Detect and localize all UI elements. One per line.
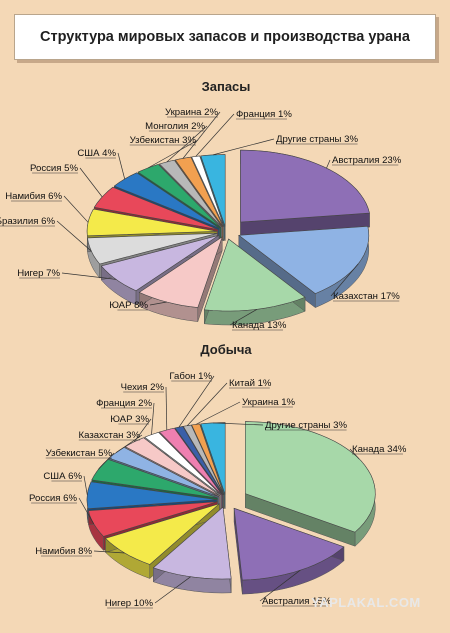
leader-намибия-8 bbox=[93, 550, 125, 554]
label-канада-34: Канада 34% bbox=[352, 444, 407, 455]
chart-title-box: Структура мировых запасов и производства… bbox=[14, 14, 436, 60]
leader-сша-6 bbox=[83, 475, 88, 496]
leader-юар-8 bbox=[149, 301, 167, 306]
leader-украина-1 bbox=[195, 401, 241, 425]
watermark: YAPLAKAL.COM bbox=[311, 595, 421, 610]
leader-австралия-15 bbox=[259, 569, 301, 602]
leader-австралия-23 bbox=[326, 159, 331, 169]
leader-нигер-10 bbox=[154, 576, 191, 604]
label-сша-4: США 4% bbox=[77, 148, 116, 159]
label-намибия-8: Намибия 8% bbox=[35, 546, 92, 557]
label-узбекистан-3: Узбекистан 3% bbox=[130, 135, 197, 146]
label-канада-13: Канада 13% bbox=[232, 320, 287, 331]
leader-другие-страны-3 bbox=[212, 138, 275, 156]
label-франция-2: Франция 2% bbox=[96, 398, 152, 409]
label-россия-6: Россия 6% bbox=[29, 493, 77, 504]
label-юар-3: ЮАР 3% bbox=[110, 414, 149, 425]
label-россия-5: Россия 5% bbox=[30, 163, 78, 174]
leader-другие-страны-3 bbox=[212, 422, 264, 426]
label-нигер-7: Нигер 7% bbox=[17, 268, 60, 279]
leader-россия-5 bbox=[79, 167, 103, 198]
leader-намибия-6 bbox=[63, 195, 89, 223]
leader-узбекистан-3 bbox=[147, 139, 199, 169]
label-узбекистан-5: Узбекистан 5% bbox=[46, 448, 113, 459]
label-намибия-6: Намибия 6% bbox=[5, 191, 62, 202]
leader-сша-4 bbox=[117, 152, 126, 180]
label-китай-1: Китай 1% bbox=[229, 378, 272, 389]
leader-китай-1 bbox=[186, 382, 228, 426]
slice-россия-5 bbox=[93, 186, 219, 230]
label-монголия-2: Монголия 2% bbox=[145, 121, 205, 132]
leader-монголия-2 bbox=[166, 125, 208, 163]
leader-франция-2 bbox=[151, 402, 155, 435]
label-австралия-15: Австралия 15% bbox=[262, 596, 332, 607]
leader-габон-1 bbox=[178, 375, 215, 428]
leader-казахстан-17 bbox=[330, 263, 359, 297]
label-казахстан-3: Казахстан 3% bbox=[79, 430, 141, 441]
slice-канада-34 bbox=[245, 421, 376, 533]
production-heading: Добыча bbox=[200, 342, 252, 357]
slice-нигер-10 bbox=[152, 506, 232, 580]
label-украина-2: Украина 2% bbox=[165, 107, 219, 118]
label-другие-страны-3: Другие страны 3% bbox=[276, 134, 358, 145]
leader-узбекистан-5 bbox=[98, 452, 115, 470]
label-франция-1: Франция 1% bbox=[236, 109, 292, 120]
leader-чехия-2 bbox=[165, 386, 168, 431]
label-юар-8: ЮАР 8% bbox=[109, 300, 148, 311]
leader-юар-3 bbox=[133, 418, 152, 443]
leader-нигер-7 bbox=[61, 272, 117, 280]
chart-title: Структура мировых запасов и производства… bbox=[40, 29, 410, 45]
label-австралия-23: Австралия 23% bbox=[332, 155, 402, 166]
leader-бразилия-6 bbox=[56, 220, 92, 252]
leader-россия-6 bbox=[78, 497, 95, 525]
leader-казахстан-3 bbox=[116, 434, 143, 453]
label-украина-1: Украина 1% bbox=[242, 397, 296, 408]
slice-австралия-23 bbox=[240, 149, 370, 223]
production-pie: Канада 34% Австралия 15% Нигер 10% Намибия … bbox=[29, 371, 407, 609]
reserves-heading: Запасы bbox=[202, 79, 251, 94]
leader-канада-13 bbox=[229, 308, 258, 326]
label-габон-1: Габон 1% bbox=[169, 371, 212, 382]
reserves-pie: Австралия 23% Казахстан 17% Канада 13% ЮАР … bbox=[0, 107, 402, 331]
leader-франция-1 bbox=[195, 113, 235, 157]
label-другие-страны-3: Другие страны 3% bbox=[265, 420, 347, 431]
label-сша-6: США 6% bbox=[43, 471, 82, 482]
label-чехия-2: Чехия 2% bbox=[121, 382, 165, 393]
label-бразилия-6: Бразилия 6% bbox=[0, 216, 55, 227]
label-нигер-10: Нигер 10% bbox=[105, 598, 154, 609]
leader-украина-2 bbox=[182, 111, 221, 159]
label-казахстан-17: Казахстан 17% bbox=[333, 291, 400, 302]
